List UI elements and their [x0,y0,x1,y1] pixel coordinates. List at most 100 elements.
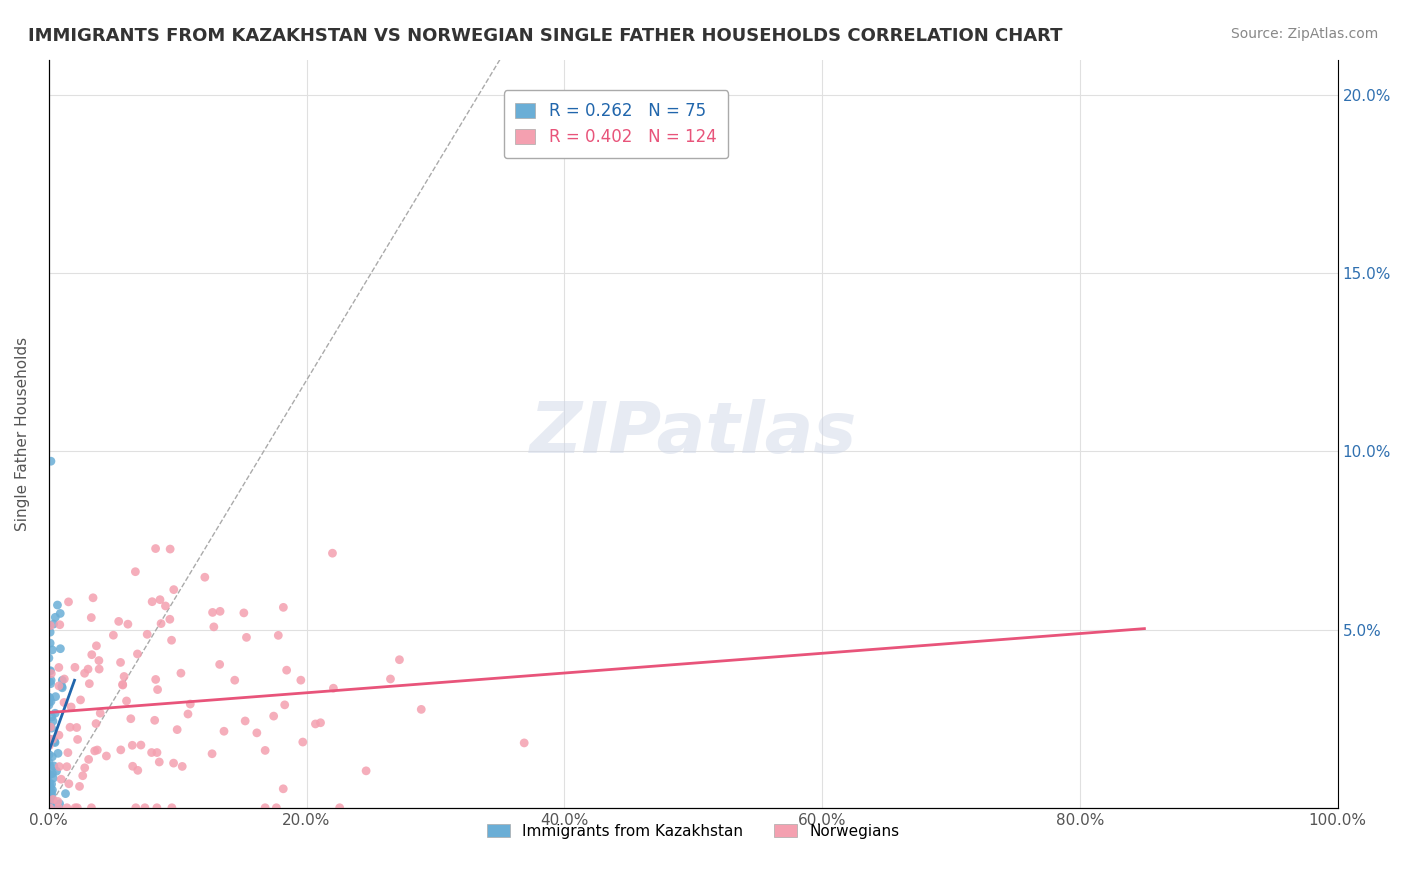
Point [141,746,163,760]
Point [38,674,60,689]
Point [44,735,66,749]
Point [235,631,257,645]
Point [111,678,134,692]
Text: Source: ZipAtlas.com: Source: ZipAtlas.com [1230,27,1378,41]
Point [121,759,143,773]
Point [291,735,314,749]
Point [38,786,60,800]
Point [39,618,62,632]
Point [411,702,433,716]
Legend: Immigrants from Kazakhstan, Norwegians: Immigrants from Kazakhstan, Norwegians [481,818,905,845]
Point [48,679,70,693]
Point [38,692,60,706]
Point [44,801,66,815]
Point [194,570,217,584]
Point [63,660,86,674]
Point [80,648,103,662]
Point [41,749,63,764]
Point [41,732,63,747]
Point [39,625,62,640]
Point [148,755,170,769]
Point [80,610,103,624]
Point [49,617,72,632]
Point [145,673,167,687]
Point [160,801,183,815]
Point [44,706,66,721]
Y-axis label: Single Father Households: Single Father Households [15,336,30,531]
Point [103,628,125,642]
Point [48,759,70,773]
Point [150,616,173,631]
Point [134,801,156,815]
Point [42,801,65,815]
Point [172,759,194,773]
Point [162,756,184,771]
Point [56,760,79,774]
Point [53,696,76,710]
Point [38,755,60,769]
Point [39,797,62,811]
Point [212,724,235,739]
Point [48,801,70,815]
Point [38,664,60,678]
Point [49,641,72,656]
Point [38,780,60,794]
Point [304,717,326,731]
Point [41,788,63,802]
Point [48,797,70,811]
Point [179,697,201,711]
Point [107,615,129,629]
Point [276,663,298,677]
Point [42,771,65,785]
Point [38,801,60,815]
Point [110,743,132,757]
Point [149,592,172,607]
Point [136,627,159,641]
Point [42,792,65,806]
Point [254,801,277,815]
Point [163,582,186,597]
Point [380,672,402,686]
Point [38,801,60,815]
Point [44,610,66,624]
Point [44,735,66,749]
Point [73,666,96,681]
Point [45,801,67,815]
Point [41,785,63,799]
Point [48,728,70,742]
Point [38,739,60,753]
Point [121,739,143,753]
Point [271,781,294,796]
Point [38,801,60,815]
Point [159,612,181,626]
Point [254,743,277,757]
Point [39,666,62,681]
Point [39,454,62,468]
Point [39,793,62,807]
Point [38,651,60,665]
Point [96,749,118,764]
Point [38,801,60,815]
Point [160,633,183,648]
Point [39,694,62,708]
Point [273,600,295,615]
Point [66,732,89,747]
Point [146,801,169,815]
Point [120,712,142,726]
Point [233,714,256,728]
Point [45,764,67,778]
Point [38,801,60,815]
Point [59,720,82,734]
Point [42,759,65,773]
Point [45,690,67,704]
Point [39,780,62,794]
Point [53,672,76,686]
Point [112,669,135,683]
Point [39,676,62,690]
Point [58,595,80,609]
Point [73,761,96,775]
Point [58,777,80,791]
Point [69,693,91,707]
Point [129,738,152,752]
Point [48,801,70,815]
